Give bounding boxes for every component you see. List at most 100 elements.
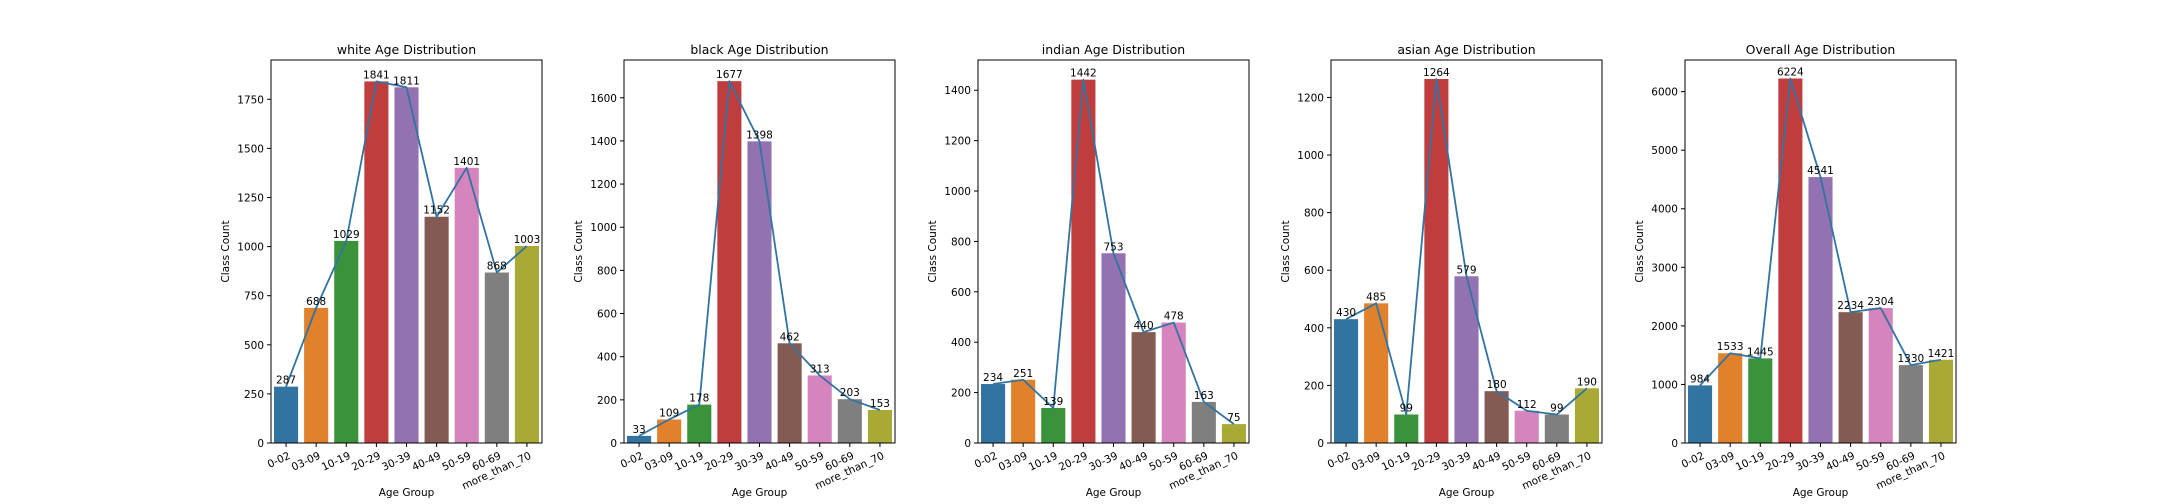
chart-title: Overall Age Distribution [1746, 42, 1896, 57]
series-line [992, 78, 1235, 425]
bar [1928, 359, 1953, 443]
y-tick-label: 2000 [1651, 321, 1678, 333]
data-label: 163 [1194, 390, 1214, 402]
data-label: 753 [1103, 241, 1123, 253]
y-tick-label: 1000 [590, 222, 617, 234]
x-tick-label: 40-49 [410, 450, 443, 474]
x-tick-label: 50-59 [1147, 450, 1180, 474]
bar [424, 216, 449, 443]
data-label: 1811 [393, 75, 420, 87]
bar [1041, 407, 1066, 443]
bar [1514, 410, 1539, 443]
bar [484, 272, 509, 443]
chart-panel: 33 109 178 1677 1398 462 313 203 153 0 200 400 600 80… [573, 42, 896, 499]
chart-panel: 287 688 1029 1841 1811 1152 1401 868 1003 0 250 500… [220, 42, 543, 499]
data-label: 1442 [1070, 68, 1097, 80]
x-tick-label: 03-09 [1350, 450, 1383, 474]
chart-title: black Age Distribution [690, 42, 828, 57]
bar [687, 404, 712, 443]
bar [1778, 78, 1803, 443]
bar [1748, 358, 1773, 443]
x-tick-label: 30-39 [1087, 450, 1120, 474]
data-label: 1677 [716, 69, 743, 81]
series-line [1345, 78, 1588, 416]
x-tick-label: 03-09 [997, 450, 1030, 474]
x-tick-label: 10-19 [1027, 450, 1060, 474]
bar [1011, 379, 1036, 443]
data-label: 287 [276, 375, 296, 387]
series-line [1699, 77, 1942, 386]
data-label: 1264 [1423, 67, 1450, 79]
bar [1161, 322, 1186, 443]
y-tick-label: 1000 [1651, 379, 1678, 391]
y-tick-label: 600 [1304, 265, 1324, 277]
y-tick-label: 1500 [237, 143, 264, 155]
bar [981, 384, 1006, 443]
x-axis-label: Age Group [379, 487, 435, 499]
x-tick-label: 20-29 [1764, 450, 1797, 474]
data-label: 1421 [1928, 348, 1955, 360]
bar [1898, 365, 1923, 443]
bar [807, 375, 832, 443]
data-label: 112 [1517, 399, 1537, 411]
y-tick-label: 1750 [237, 94, 264, 106]
y-tick-label: 800 [1304, 208, 1324, 220]
bar [1424, 79, 1449, 443]
y-axis-label: Class Count [927, 220, 939, 282]
series-line [638, 80, 881, 437]
chart-panel: 234 251 139 1442 753 440 478 163 75 0 200 400 600 800… [927, 42, 1250, 499]
x-tick-label: 50-59 [440, 450, 473, 474]
bar [1101, 253, 1126, 443]
data-label: 251 [1013, 368, 1033, 380]
bar [394, 87, 419, 444]
x-tick-label: 40-49 [763, 450, 796, 474]
data-label: 1003 [514, 234, 541, 246]
y-axis-label: Class Count [1634, 220, 1646, 282]
y-tick-label: 200 [597, 395, 617, 407]
bar [1221, 424, 1246, 443]
x-tick-label: 20-29 [1410, 450, 1443, 474]
y-tick-label: 200 [1304, 380, 1324, 392]
bar [514, 246, 539, 443]
bar [1484, 391, 1509, 443]
y-tick-label: 500 [244, 340, 264, 352]
x-tick-label: 40-49 [1117, 450, 1150, 474]
data-label: 478 [1164, 311, 1184, 323]
chart-title: white Age Distribution [337, 42, 476, 57]
x-tick-label: 03-09 [290, 450, 323, 474]
data-label: 180 [1487, 379, 1507, 391]
y-tick-label: 1200 [1297, 92, 1324, 104]
y-tick-label: 800 [951, 236, 971, 248]
y-tick-label: 6000 [1651, 87, 1678, 99]
x-tick-label: 10-19 [1380, 450, 1413, 474]
bar [1808, 177, 1833, 443]
data-label: 868 [487, 261, 507, 273]
y-tick-label: 0 [610, 438, 617, 450]
bar [1334, 319, 1359, 443]
bar [334, 240, 359, 443]
x-tick-label: 50-59 [1854, 450, 1887, 474]
data-label: 1533 [1717, 341, 1744, 353]
x-tick-label: 0-02 [619, 450, 646, 471]
data-label: 234 [983, 372, 1003, 384]
data-label: 178 [689, 393, 709, 405]
y-axis-label: Class Count [1280, 220, 1292, 282]
bar [1718, 353, 1743, 443]
y-tick-label: 600 [951, 287, 971, 299]
x-tick-label: 0-02 [266, 450, 293, 471]
x-tick-label: 10-19 [1734, 450, 1767, 474]
y-tick-label: 0 [964, 438, 971, 450]
x-tick-label: 30-39 [733, 450, 766, 474]
y-tick-label: 1200 [944, 136, 971, 148]
bar [274, 386, 299, 443]
y-tick-label: 600 [597, 309, 617, 321]
y-tick-label: 200 [951, 388, 971, 400]
bar [777, 343, 802, 443]
bar [837, 399, 862, 443]
x-tick-label: 30-39 [380, 450, 413, 474]
data-label: 440 [1134, 320, 1154, 332]
y-axis-label: Class Count [220, 220, 232, 282]
data-label: 99 [1550, 402, 1563, 414]
y-tick-label: 250 [244, 389, 264, 401]
